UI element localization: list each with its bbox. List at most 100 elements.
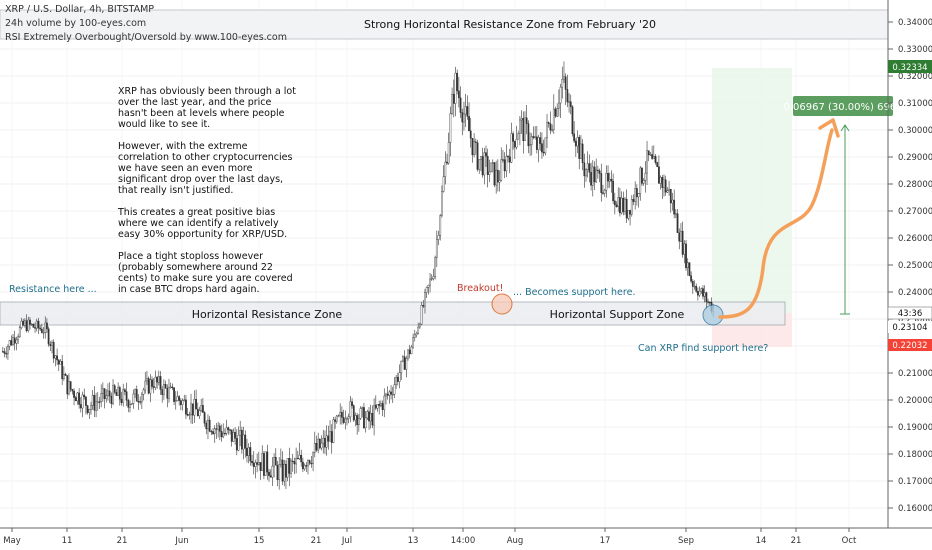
candle-body <box>502 159 504 161</box>
candle-body <box>210 431 213 433</box>
candle-body <box>344 418 347 423</box>
candle-body <box>217 425 220 430</box>
candle-body <box>547 122 550 124</box>
candle-body <box>27 319 30 332</box>
candle-body <box>252 462 255 467</box>
candle-body <box>144 380 147 391</box>
can-find-support-label: Can XRP find support here? <box>638 343 768 354</box>
candle-body <box>395 376 398 386</box>
candle-body <box>474 141 477 143</box>
target-badge-box <box>888 60 932 73</box>
candle-body <box>32 323 35 328</box>
candle-body <box>486 155 489 175</box>
candle-body <box>632 199 635 202</box>
candle-body <box>129 404 131 408</box>
candle-body <box>354 415 357 421</box>
candle-body <box>368 411 370 422</box>
candle-body <box>91 395 94 406</box>
candle-body <box>507 155 509 158</box>
candle-body <box>108 390 111 397</box>
candle-body <box>64 374 67 376</box>
candle-body <box>127 400 130 408</box>
candle-body <box>237 435 240 451</box>
candle-body <box>8 340 11 347</box>
candle-body <box>651 154 654 159</box>
candle-body <box>115 391 118 396</box>
candle-body <box>629 210 631 215</box>
x-tick-label: Sep <box>678 536 694 546</box>
candle-body <box>676 213 679 234</box>
candle-body <box>576 137 579 147</box>
candle-body <box>76 392 79 402</box>
candle-body <box>480 156 482 160</box>
candle-body <box>549 123 552 131</box>
candle-body <box>356 415 359 426</box>
candle-body <box>485 152 487 157</box>
candle-body <box>580 143 582 159</box>
candle-body <box>359 408 362 419</box>
candle-body <box>464 106 467 115</box>
candle-body <box>98 401 101 403</box>
candle-body <box>429 278 431 286</box>
candle-body <box>669 188 672 204</box>
support-zone-label: Horizontal Support Zone <box>550 308 685 321</box>
candle-body <box>74 397 77 402</box>
candle-body <box>134 389 136 395</box>
candle-body <box>381 403 384 410</box>
candle-body <box>329 431 331 442</box>
candle-body <box>139 401 142 403</box>
candle-body <box>530 136 533 145</box>
x-tick-label: 21 <box>791 536 802 546</box>
candle-body <box>432 276 435 279</box>
candle-body <box>247 447 250 456</box>
x-tick-label: Jul <box>341 536 352 546</box>
measure-arrow-top <box>840 124 850 132</box>
candle-body <box>212 431 214 435</box>
candle-body <box>259 462 262 471</box>
candle-body <box>17 336 19 341</box>
candle-body <box>519 119 521 134</box>
candle-body <box>68 381 70 395</box>
candle-body <box>532 136 535 138</box>
candle-body <box>25 320 28 332</box>
candle-body <box>276 465 279 480</box>
candle-body <box>3 351 6 354</box>
candle-body <box>373 404 375 426</box>
candle-body <box>586 163 589 170</box>
candle-body <box>620 197 623 214</box>
candle-body <box>81 394 84 409</box>
candle-body <box>627 210 630 219</box>
candle-body <box>552 108 555 130</box>
x-tick-label: May <box>3 536 21 546</box>
support-circle <box>702 304 724 326</box>
candle-body <box>551 129 553 131</box>
candle-body <box>451 93 453 114</box>
candle-body <box>641 167 643 184</box>
candle-body <box>686 262 689 269</box>
candle-body <box>335 415 338 422</box>
candle-body <box>305 465 308 467</box>
candle-body <box>664 179 667 193</box>
candle-body <box>307 460 309 467</box>
candle-body <box>693 285 696 288</box>
stop-badge-box <box>888 339 932 351</box>
candle-body <box>546 122 548 139</box>
candle-body <box>266 451 269 473</box>
candle-body <box>424 292 426 307</box>
candle-body <box>659 177 662 184</box>
candle-body <box>44 322 47 333</box>
candle-body <box>708 301 711 303</box>
candle-body <box>147 378 150 394</box>
top-banner-title: Strong Horizontal Resistance Zone from F… <box>364 18 656 31</box>
candle-body <box>495 169 498 186</box>
candle-body <box>163 384 165 395</box>
candle-body <box>313 443 316 453</box>
candle-body <box>674 213 677 215</box>
candle-body <box>639 167 642 194</box>
candle-body <box>244 434 247 449</box>
candle-body <box>393 384 396 395</box>
candle-body <box>54 355 57 359</box>
candle-body <box>273 456 275 467</box>
symbol-title: XRP / U.S. Dollar, 4h, BITSTAMP <box>5 4 155 15</box>
